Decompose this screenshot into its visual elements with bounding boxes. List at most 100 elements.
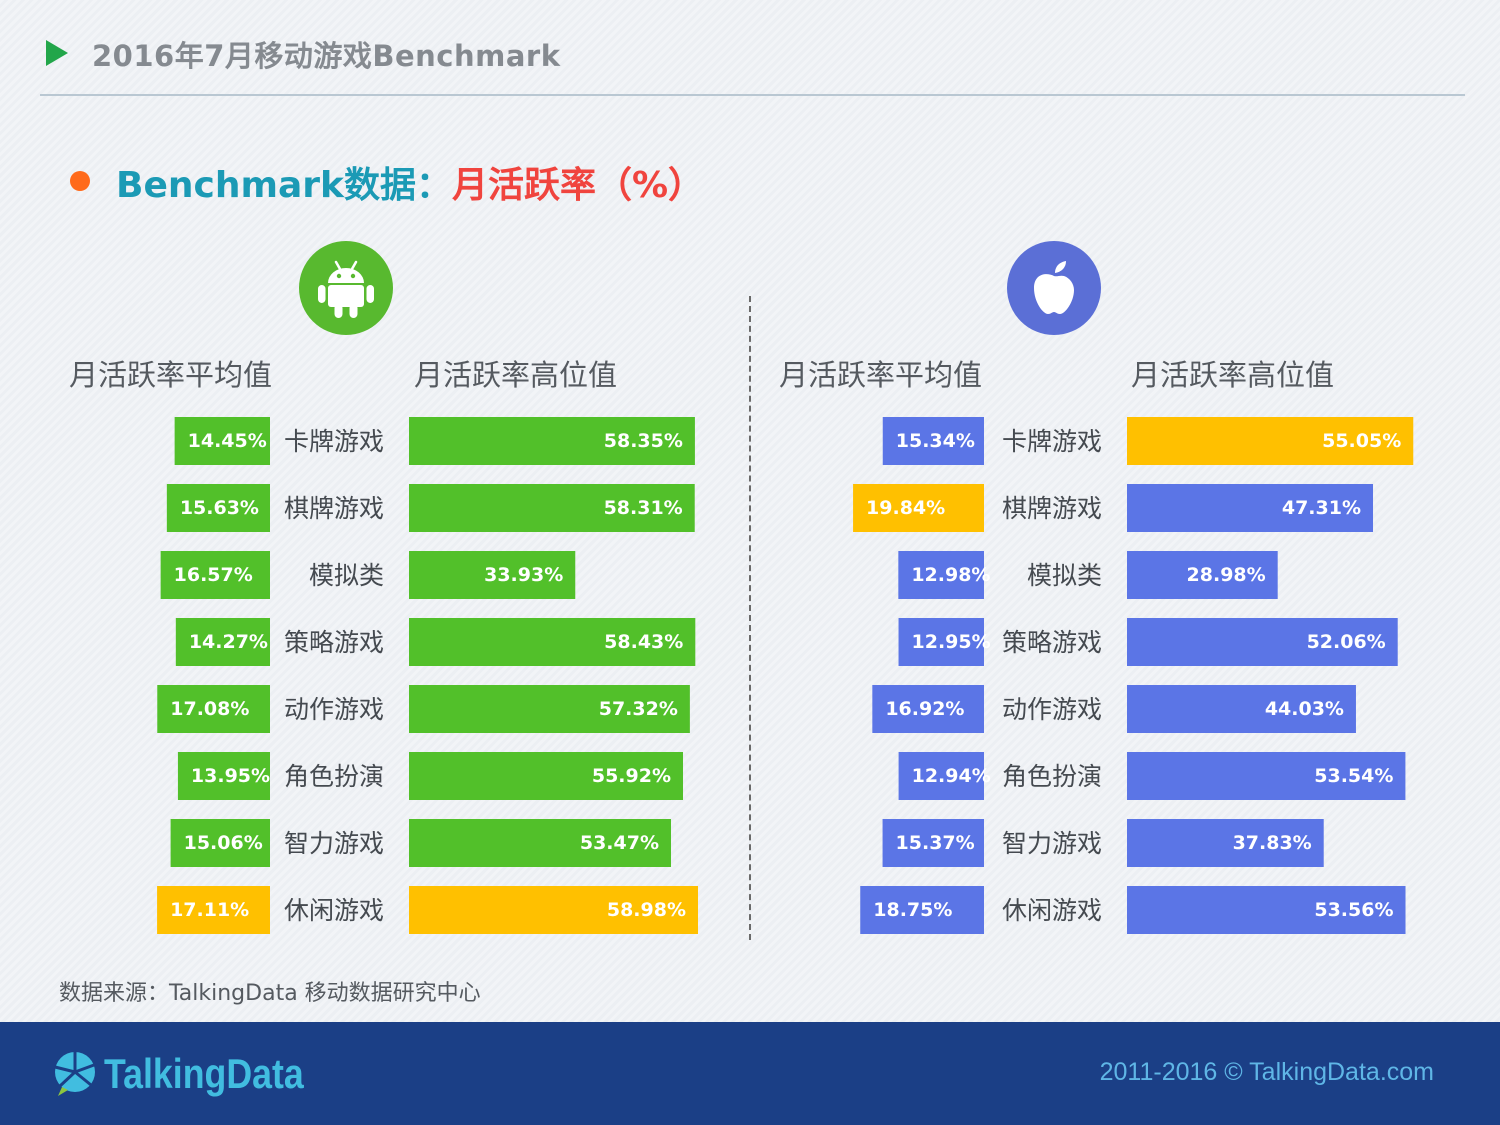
android-category-label: 角色扮演	[284, 762, 384, 791]
page-title: 2016年7月移动游戏Benchmark	[92, 39, 561, 73]
android-category-label: 模拟类	[309, 561, 384, 590]
ios-avg-bar	[882, 417, 984, 465]
ios-high-bar	[1127, 484, 1374, 532]
android-avg-value-label: 15.06%	[184, 832, 263, 854]
android-high-value-label: 58.43%	[604, 631, 683, 653]
ios-high-bar	[1127, 417, 1414, 465]
android-high-bar	[409, 551, 576, 599]
header: 2016年7月移动游戏Benchmark	[0, 0, 1500, 96]
ios-avg-value-label: 19.84%	[866, 497, 945, 519]
ios-high-value-label: 44.03%	[1265, 698, 1344, 720]
ios-avg-bar	[872, 685, 984, 733]
ios-avg-bar	[882, 819, 984, 867]
ios-high-value-label: 47.31%	[1282, 497, 1361, 519]
android-icon	[299, 241, 393, 335]
bullet-icon	[70, 171, 90, 191]
section-subtitle: Benchmark数据：月活跃率（%）	[70, 156, 704, 208]
android-high-value-label: 55.92%	[592, 765, 671, 787]
ios-avg-value-label: 12.95%	[912, 631, 991, 653]
ios-avg-bar	[898, 618, 984, 666]
ios-avg-value-label: 16.92%	[885, 698, 964, 720]
ios-avg-header: 月活跃率平均值	[779, 358, 983, 392]
ios-high-bar	[1127, 752, 1406, 800]
apple-icon	[1007, 241, 1101, 335]
talkingdata-logo-icon	[54, 1052, 95, 1096]
android-high-value-label: 57.32%	[599, 698, 678, 720]
android-avg-bar	[174, 417, 270, 465]
android-category-label: 动作游戏	[284, 695, 384, 724]
android-high-value-label: 53.47%	[580, 832, 659, 854]
android-category-label: 棋牌游戏	[284, 494, 384, 523]
android-avg-bar	[170, 819, 270, 867]
android-high-bar	[409, 484, 695, 532]
ios-high-bar	[1127, 819, 1324, 867]
android-category-label: 休闲游戏	[284, 896, 384, 925]
android-avg-value-label: 14.27%	[189, 631, 268, 653]
android-high-bar	[409, 618, 696, 666]
android-avg-value-label: 15.63%	[180, 497, 259, 519]
android-avg-header: 月活跃率平均值	[69, 358, 273, 392]
android-avg-bar	[157, 685, 270, 733]
ios-avg-value-label: 15.34%	[896, 430, 975, 452]
ios-high-value-label: 28.98%	[1187, 564, 1266, 586]
android-avg-value-label: 17.11%	[170, 899, 249, 921]
android-high-value-label: 58.31%	[604, 497, 683, 519]
subtitle-prefix: Benchmark数据：	[116, 165, 452, 206]
android-category-label: 卡牌游戏	[284, 427, 384, 456]
android-high-bar	[409, 819, 672, 867]
ios-high-value-label: 55.05%	[1322, 430, 1401, 452]
ios-high-bar	[1127, 886, 1406, 934]
android-avg-bar	[166, 484, 270, 532]
ios-category-label: 角色扮演	[1002, 762, 1102, 791]
ios-category-label: 棋牌游戏	[1002, 494, 1102, 523]
play-icon	[46, 40, 68, 66]
ios-category-label: 动作游戏	[1002, 695, 1102, 724]
android-avg-bar	[175, 618, 270, 666]
ios-avg-value-label: 12.98%	[911, 564, 990, 586]
ios-category-label: 卡牌游戏	[1002, 427, 1102, 456]
ios-high-bar	[1127, 618, 1398, 666]
footer-brand: TalkingData	[104, 1050, 304, 1097]
android-high-bar	[409, 417, 695, 465]
android-high-value-label: 58.98%	[607, 899, 686, 921]
ios-high-value-label: 52.06%	[1307, 631, 1386, 653]
android-high-bar	[409, 886, 699, 934]
android-category-label: 智力游戏	[284, 829, 384, 858]
ios-avg-value-label: 15.37%	[896, 832, 975, 854]
ios-avg-bar	[898, 551, 984, 599]
subtitle-metric: 月活跃率（%）	[451, 165, 705, 206]
data-source: 数据来源：TalkingData 移动数据研究中心	[59, 981, 481, 1006]
ios-high-value-label: 53.56%	[1314, 899, 1393, 921]
ios-high-bar	[1127, 551, 1278, 599]
android-high-value-label: 58.35%	[604, 430, 683, 452]
android-high-bar	[409, 685, 690, 733]
android-avg-bar	[157, 886, 270, 934]
ios-avg-bar	[853, 484, 984, 532]
android-avg-value-label: 13.95%	[191, 765, 270, 787]
panel-divider	[749, 296, 751, 940]
ios-category-label: 策略游戏	[1002, 628, 1102, 657]
android-high-header: 月活跃率高位值	[414, 358, 618, 392]
header-divider	[40, 94, 1465, 96]
ios-high-value-label: 53.54%	[1314, 765, 1393, 787]
footer: TalkingData 2011-2016 © TalkingData.com	[0, 1022, 1500, 1125]
ios-avg-value-label: 12.94%	[912, 765, 991, 787]
android-avg-bar	[160, 551, 270, 599]
footer-copyright: 2011-2016 © TalkingData.com	[1099, 1058, 1434, 1086]
android-avg-bar	[177, 752, 270, 800]
ios-high-bar	[1127, 685, 1356, 733]
ios-category-label: 智力游戏	[1002, 829, 1102, 858]
ios-avg-bar	[898, 752, 984, 800]
android-avg-value-label: 16.57%	[174, 564, 253, 586]
footer-logo: TalkingData	[52, 1048, 339, 1100]
ios-category-label: 休闲游戏	[1002, 896, 1102, 925]
ios-high-value-label: 37.83%	[1233, 832, 1312, 854]
ios-category-label: 模拟类	[1027, 561, 1102, 590]
ios-avg-bar	[860, 886, 984, 934]
android-avg-value-label: 17.08%	[170, 698, 249, 720]
ios-avg-value-label: 18.75%	[873, 899, 952, 921]
android-category-label: 策略游戏	[284, 628, 384, 657]
android-high-bar	[409, 752, 684, 800]
android-high-value-label: 33.93%	[484, 564, 563, 586]
